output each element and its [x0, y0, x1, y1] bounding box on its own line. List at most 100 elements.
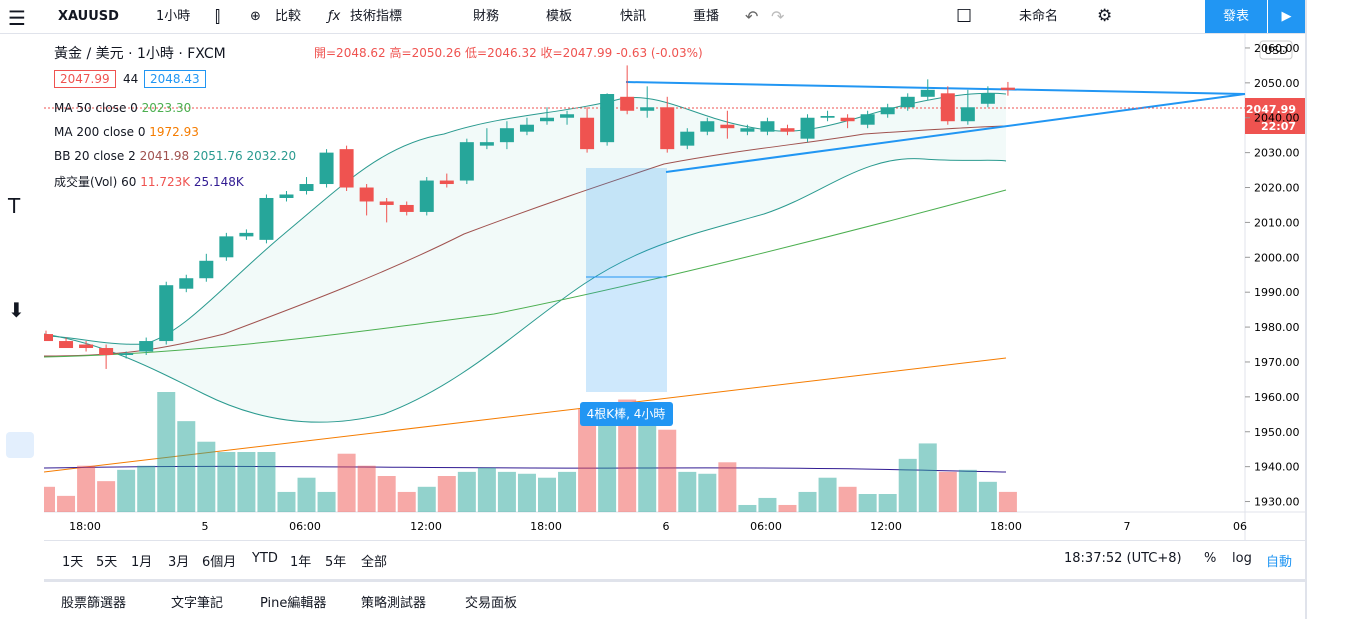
volume-bar: [277, 491, 296, 512]
candle-body: [239, 232, 254, 237]
panel-tab[interactable]: 股票篩選器: [61, 596, 127, 611]
range-button[interactable]: 6個月: [202, 555, 237, 570]
panel-tab[interactable]: Pine編輯器: [260, 596, 327, 611]
right-toolbar: [1307, 0, 1355, 619]
candle-body: [1000, 87, 1015, 90]
y-tick-label: 2030.00: [1254, 147, 1300, 160]
candle-body: [119, 353, 134, 355]
candle-body: [79, 344, 94, 349]
candle-body: [980, 93, 995, 104]
templates[interactable]: 模板: [546, 9, 573, 24]
publish[interactable]: 發表: [1205, 0, 1267, 33]
y-tick-label: 2010.00: [1254, 216, 1300, 229]
redo[interactable]: ↷: [771, 7, 785, 26]
volume-bar: [898, 458, 917, 512]
auto[interactable]: 自動: [1266, 555, 1293, 570]
volume-bar: [137, 465, 156, 512]
menu[interactable]: ☰: [8, 6, 26, 30]
arrow-tool[interactable]: ⬇: [8, 298, 25, 322]
candle-body: [920, 89, 935, 97]
ask[interactable]: 2048.43: [144, 70, 206, 88]
compare-icon[interactable]: ⊕: [250, 9, 261, 24]
range-button[interactable]: 1年: [290, 555, 312, 570]
volume-value: 11.723K: [140, 175, 191, 189]
range-button[interactable]: YTD: [252, 551, 278, 566]
ma200-value: 1972.93: [149, 125, 199, 139]
candle-body: [399, 204, 414, 212]
volume-bar: [57, 495, 76, 512]
currency: USD: [1264, 44, 1288, 57]
x-tick-label: 18:00: [69, 520, 101, 533]
range-button[interactable]: 3月: [168, 555, 190, 570]
candle-body: [680, 131, 695, 146]
y-tick-label: 1980.00: [1254, 321, 1300, 334]
volume-bar: [377, 476, 396, 512]
alerts[interactable]: 快訊: [620, 9, 647, 24]
close: 收=2047.99: [540, 46, 613, 60]
bb-lower: 2032.20: [246, 149, 297, 163]
candle-body: [299, 184, 314, 192]
volume-bar: [417, 486, 436, 512]
magnet[interactable]: [6, 432, 34, 458]
candle-body: [560, 114, 575, 118]
candle-body: [339, 149, 354, 188]
volume-bar: [558, 471, 577, 512]
range-button[interactable]: 5天: [96, 555, 118, 570]
ma50-value: 2023.30: [141, 101, 192, 115]
top-bar: XAUUSD 1小時 ⫿ ⊕ 比較 ƒx 技術指標 財務 模板 快訊 重播 ↶ …: [0, 0, 1305, 34]
compare[interactable]: 比較: [275, 9, 302, 24]
volume-bar: [77, 465, 96, 512]
range-button[interactable]: 1月: [131, 555, 153, 570]
percent[interactable]: %: [1204, 551, 1217, 566]
measure-label: 4根K棒, 4小時: [587, 407, 666, 421]
volume-bar: [998, 491, 1017, 512]
replay[interactable]: 重播: [693, 9, 720, 24]
candle-body: [419, 180, 434, 212]
volume-bar: [257, 452, 276, 512]
volume-legend: 成交量(Vol) 60 11.723K 25.148K: [54, 173, 244, 190]
candle-body: [459, 142, 474, 181]
bb-basis: 2041.98: [139, 149, 190, 163]
interval[interactable]: 1小時: [156, 9, 191, 24]
volume-name: 成交量(Vol) 60: [54, 175, 137, 189]
y-tick-label: 2040.00: [1254, 112, 1300, 125]
layout-name[interactable]: 未命名: [1019, 9, 1059, 24]
settings[interactable]: ⚙: [1097, 6, 1113, 26]
play[interactable]: ▶: [1268, 0, 1305, 33]
text-tool[interactable]: T: [8, 194, 21, 218]
chart-style[interactable]: ⫿: [215, 7, 221, 26]
log[interactable]: log: [1232, 551, 1252, 566]
fullscreen-box[interactable]: ☐: [956, 6, 973, 27]
panel-tab[interactable]: 文字筆記: [171, 596, 224, 611]
volume-bar: [397, 491, 416, 512]
indicators-icon[interactable]: ƒx: [328, 9, 341, 24]
volume-bar: [638, 411, 657, 512]
candle-body: [780, 128, 795, 132]
volume-bar: [337, 453, 356, 512]
range-button[interactable]: 5年: [325, 555, 347, 570]
panel-tab[interactable]: 策略測試器: [361, 596, 427, 611]
volume-bar: [217, 452, 236, 512]
candle-body: [960, 107, 975, 122]
volume-bar: [718, 462, 737, 512]
indicators[interactable]: 技術指標: [350, 9, 403, 24]
y-tick-label: 1930.00: [1254, 496, 1300, 509]
y-tick-label: 1970.00: [1254, 356, 1300, 369]
x-tick-label: 06: [1233, 520, 1247, 533]
clock: 18:37:52 (UTC+8): [1064, 551, 1182, 566]
symbol[interactable]: XAUUSD: [58, 9, 119, 24]
candle-body: [580, 117, 595, 150]
volume-bar: [678, 471, 697, 512]
undo[interactable]: ↶: [745, 7, 759, 26]
panel-tab[interactable]: 交易面板: [465, 596, 518, 611]
candle-body: [44, 334, 53, 342]
financials[interactable]: 財務: [473, 9, 500, 24]
volume-bar: [497, 471, 516, 512]
candle-body: [840, 117, 855, 122]
range-button[interactable]: 1天: [62, 555, 84, 570]
volume-bar: [44, 486, 55, 512]
candle-body: [179, 278, 194, 289]
bid[interactable]: 2047.99: [54, 70, 116, 88]
candle-body: [519, 124, 534, 132]
range-button[interactable]: 全部: [361, 555, 388, 570]
